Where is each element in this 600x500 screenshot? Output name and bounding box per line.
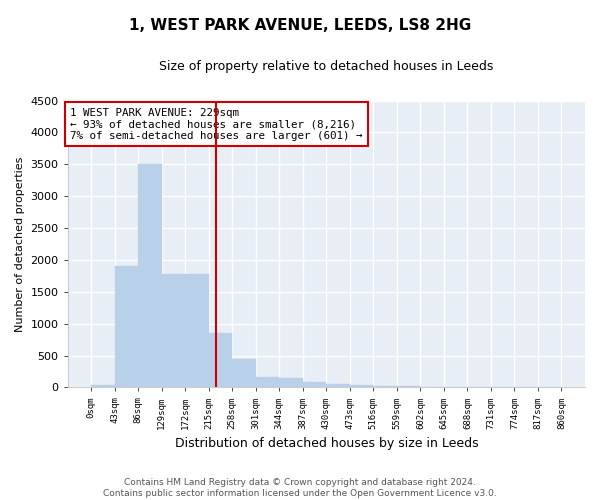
Bar (421, 387, 444, 388)
Bar (397, 386, 421, 388)
Bar (91, 386, 115, 388)
Bar (373, 386, 397, 388)
Bar (303, 382, 326, 388)
X-axis label: Distribution of detached houses by size in Leeds: Distribution of detached houses by size … (175, 437, 478, 450)
Bar (138, 164, 162, 388)
Bar (185, 274, 209, 388)
Bar (326, 384, 350, 388)
Y-axis label: Number of detached properties: Number of detached properties (15, 156, 25, 332)
Bar (350, 385, 373, 388)
Title: Size of property relative to detached houses in Leeds: Size of property relative to detached ho… (159, 60, 494, 73)
Bar (232, 358, 256, 388)
Bar (162, 274, 185, 388)
Text: 1, WEST PARK AVENUE, LEEDS, LS8 2HG: 1, WEST PARK AVENUE, LEEDS, LS8 2HG (129, 18, 471, 32)
Bar (209, 333, 232, 388)
Bar (256, 377, 280, 388)
Text: Contains HM Land Registry data © Crown copyright and database right 2024.
Contai: Contains HM Land Registry data © Crown c… (103, 478, 497, 498)
Bar (280, 378, 303, 388)
Text: 1 WEST PARK AVENUE: 229sqm
← 93% of detached houses are smaller (8,216)
7% of se: 1 WEST PARK AVENUE: 229sqm ← 93% of deta… (70, 108, 363, 141)
Bar (115, 266, 138, 388)
